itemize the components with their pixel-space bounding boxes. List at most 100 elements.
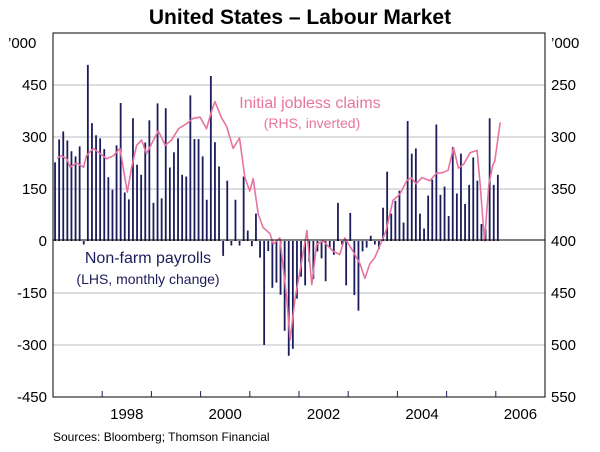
payrolls-bar — [127, 199, 130, 241]
payrolls-bar — [332, 241, 335, 255]
payrolls-bar — [103, 149, 106, 241]
payrolls-bar — [201, 156, 204, 241]
payrolls-bar — [304, 241, 307, 286]
payrolls-bar — [74, 156, 77, 241]
right-tick-label: 550 — [551, 389, 576, 406]
payrolls-bar — [164, 108, 167, 241]
payrolls-bar — [148, 120, 151, 241]
x-axis: 1998 2000 2002 2004 2006 — [101, 391, 537, 423]
gridlines — [53, 84, 545, 346]
payrolls-bar — [386, 171, 389, 241]
x-tick-label: 2002 — [307, 406, 340, 423]
payrolls-bar — [193, 139, 196, 241]
payrolls-bar — [107, 177, 110, 241]
payrolls-bar — [234, 199, 237, 241]
payrolls-bar — [443, 186, 446, 241]
payrolls-bars — [54, 64, 499, 356]
source-note: Sources: Bloomberg; Thomson Financial — [53, 430, 270, 444]
payrolls-bar — [115, 145, 118, 241]
payrolls-bar — [152, 202, 155, 241]
payrolls-bar — [58, 139, 61, 241]
right-tick-label: 450 — [551, 285, 576, 302]
payrolls-bar — [423, 228, 425, 241]
payrolls-bar — [54, 162, 56, 241]
payrolls-bar — [378, 241, 380, 249]
payrolls-bar — [185, 176, 188, 241]
payrolls-bar — [111, 189, 114, 241]
payrolls-bar — [361, 241, 364, 252]
x-tick-label: 2006 — [504, 406, 537, 423]
payrolls-bar — [357, 241, 360, 311]
x-tick-label: 2000 — [209, 406, 242, 423]
payrolls-bar — [82, 241, 85, 245]
claims-series-label: Initial jobless claims — [239, 95, 380, 112]
left-tick-label: -150 — [17, 285, 47, 302]
x-tick-label: 2004 — [405, 406, 438, 423]
payrolls-bar — [455, 193, 458, 241]
payrolls-bar — [242, 176, 245, 241]
right-tick-label: 400 — [551, 233, 576, 250]
payrolls-bar — [119, 103, 122, 241]
payrolls-bar — [291, 241, 294, 349]
payrolls-bar — [189, 95, 192, 242]
payrolls-bar — [435, 124, 438, 241]
left-tick-label: 150 — [22, 181, 47, 198]
payrolls-bar — [414, 148, 417, 241]
payrolls-bar — [267, 241, 270, 252]
payrolls-bar — [168, 167, 171, 241]
payrolls-bar — [427, 195, 430, 241]
payrolls-bar — [402, 222, 405, 241]
payrolls-bar — [173, 152, 175, 241]
payrolls-bar — [337, 202, 339, 241]
payrolls-bar — [369, 235, 372, 241]
payrolls-bar — [246, 230, 249, 241]
claims-series-note: (RHS, inverted) — [264, 115, 360, 131]
right-tick-label: 250 — [551, 77, 576, 94]
payrolls-bar — [394, 200, 397, 241]
payrolls-bar — [324, 241, 327, 282]
payrolls-bar — [296, 241, 298, 299]
payrolls-bar — [160, 198, 163, 241]
payrolls-bar — [349, 212, 352, 241]
chart-title: United States – Labour Market — [149, 6, 451, 29]
payrolls-bar — [222, 241, 225, 256]
x-tick-label: 1998 — [110, 406, 143, 423]
payrolls-bar — [406, 121, 409, 241]
payrolls-bar — [95, 135, 97, 241]
payrolls-bar — [263, 241, 266, 345]
payrolls-bar — [365, 241, 368, 248]
payrolls-bar — [177, 138, 179, 241]
payrolls-bar — [431, 179, 434, 241]
payrolls-bar — [316, 241, 319, 252]
payrolls-bar — [447, 216, 450, 241]
payrolls-bar — [238, 241, 241, 246]
payrolls-bar — [78, 146, 81, 241]
payrolls-series-label: Non-farm payrolls — [85, 250, 211, 267]
payrolls-bar — [144, 142, 147, 241]
payrolls-bar — [451, 147, 454, 241]
left-tick-label: -300 — [17, 337, 47, 354]
payrolls-bar — [230, 241, 233, 246]
payrolls-bar — [156, 103, 159, 241]
payrolls-bar — [181, 174, 184, 241]
payrolls-bar — [218, 166, 220, 241]
left-tick-label: 450 — [22, 77, 47, 94]
payrolls-bar — [205, 199, 208, 241]
left-tick-label: 0 — [39, 233, 47, 250]
payrolls-bar — [70, 151, 73, 241]
payrolls-bar — [382, 207, 384, 241]
payrolls-bar — [275, 241, 278, 283]
payrolls-bar — [496, 174, 499, 241]
payrolls-bar — [226, 180, 229, 241]
payrolls-bar — [320, 241, 323, 259]
payrolls-bar — [464, 203, 466, 241]
right-tick-label: 300 — [551, 129, 576, 146]
right-unit-label: ’000 — [551, 35, 579, 52]
payrolls-bar — [259, 241, 261, 258]
left-unit-label: ’000 — [8, 35, 36, 52]
payrolls-bar — [91, 123, 93, 241]
payrolls-bar — [136, 164, 138, 241]
left-axis: 450 300 150 0 -150 -300 -450 — [17, 77, 47, 406]
payrolls-bar — [472, 157, 475, 241]
